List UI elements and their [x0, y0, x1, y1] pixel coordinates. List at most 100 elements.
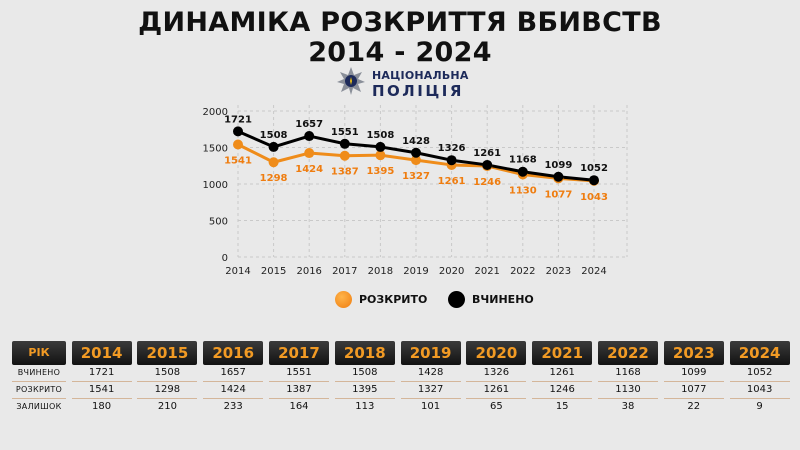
- y-tick-label: 500: [209, 217, 228, 228]
- table-cell: 1428: [400, 365, 461, 382]
- data-point-0: [446, 155, 457, 166]
- data-point-1: [375, 150, 386, 161]
- table-year-header: 2016: [203, 341, 264, 365]
- y-tick-label: 1000: [203, 180, 228, 191]
- table-year-column: 2014 1721 1541 180: [71, 341, 132, 413]
- table-year-header: 2017: [269, 341, 329, 365]
- table-cell: 1298: [137, 382, 198, 399]
- data-label-committed: 1099: [544, 160, 572, 171]
- table-cell: 210: [157, 401, 177, 412]
- data-point-0: [482, 159, 493, 170]
- data-label-committed: 1551: [331, 127, 359, 138]
- data-label-solved: 1077: [544, 189, 572, 200]
- table-cell: 1326: [466, 365, 527, 382]
- table-year-header: 2015: [137, 341, 198, 365]
- x-tick-label: 2016: [296, 266, 321, 277]
- table-cell: 1721: [71, 365, 132, 382]
- data-point-1: [304, 148, 315, 159]
- table-cell: 9: [756, 401, 763, 412]
- police-logo: НАЦІОНАЛЬНА ПОЛІЦІЯ: [336, 66, 469, 100]
- x-tick-label: 2020: [439, 266, 464, 277]
- table-header-label: РІК: [12, 341, 66, 365]
- data-label-committed: 1326: [438, 143, 466, 154]
- data-table: РІК ВЧИНЕНО РОЗКРИТО ЗАЛИШОК 2014 1721 1541 180…: [12, 341, 792, 413]
- logo-line1: НАЦІОНАЛЬНА: [372, 69, 469, 82]
- data-point-0: [233, 126, 243, 137]
- data-point-0: [411, 147, 421, 158]
- data-label-solved: 1298: [260, 173, 288, 184]
- table-cell: 1261: [466, 382, 527, 399]
- table-cell: 1395: [334, 382, 395, 399]
- y-tick-label: 2000: [203, 107, 228, 118]
- data-point-0: [268, 141, 279, 152]
- table-year-column: 2015 1508 1298 210: [137, 341, 198, 413]
- x-tick-label: 2017: [332, 266, 357, 277]
- table-cell: 1052: [729, 365, 790, 382]
- table-year-column: 2021 1261 1246 15: [532, 341, 593, 413]
- logo-line2: ПОЛІЦІЯ: [372, 82, 464, 100]
- table-year-header: 2020: [466, 341, 527, 365]
- line-chart: 0 500 1000 1500 2000 2014 2015 2016 2017 2018 2019…: [203, 105, 628, 277]
- data-point-1: [339, 150, 350, 161]
- data-label-solved: 1327: [402, 171, 430, 182]
- table-year-column: 2022 1168 1130 38: [598, 341, 658, 413]
- table-cell: 1099: [663, 365, 724, 382]
- data-label-committed: 1168: [509, 155, 537, 166]
- table-year-header: 2014: [71, 341, 132, 365]
- table-cell: 15: [555, 401, 569, 412]
- legend-label-committed: ВЧИНЕНО: [472, 293, 534, 306]
- page-subtitle: 2014 - 2024: [308, 37, 492, 68]
- data-point-0: [553, 171, 564, 182]
- table-cell: 1261: [532, 365, 593, 382]
- table-cell: 1508: [334, 365, 395, 382]
- data-label-committed: 1428: [402, 136, 430, 147]
- table-cell: 180: [92, 401, 112, 412]
- data-label-committed: 1508: [260, 130, 288, 141]
- table-year-column: 2016 1657 1424 233: [203, 341, 264, 413]
- table-year-header: 2023: [663, 341, 724, 365]
- legend-marker-solved: [335, 291, 352, 308]
- data-point-0: [517, 166, 528, 177]
- table-cell: 1541: [71, 382, 132, 399]
- x-tick-label: 2018: [368, 266, 393, 277]
- table-year-header: 2024: [729, 341, 790, 365]
- table-cell: 1551: [269, 365, 329, 382]
- table-year-header: 2022: [598, 341, 658, 365]
- table-cell: 1043: [729, 382, 790, 399]
- data-point-0: [304, 131, 315, 142]
- table-cell: 65: [490, 401, 503, 412]
- table-cell: 1657: [203, 365, 264, 382]
- table-row-label: ВЧИНЕНО: [12, 365, 66, 382]
- x-tick-label: 2022: [510, 266, 535, 277]
- table-cell: 113: [355, 401, 375, 412]
- x-tick-label: 2024: [581, 266, 606, 277]
- table-cell: 233: [223, 401, 243, 412]
- data-label-committed: 1261: [473, 148, 501, 159]
- data-label-solved: 1261: [438, 176, 466, 187]
- table-cell: 1327: [400, 382, 461, 399]
- data-label-committed: 1508: [366, 130, 394, 141]
- data-point-1: [233, 139, 243, 150]
- table-row-label: РОЗКРИТО: [12, 382, 66, 399]
- table-year-column: 2017 1551 1387 164: [269, 341, 329, 413]
- table-cell: 1508: [137, 365, 198, 382]
- data-point-1: [411, 155, 421, 166]
- data-label-solved: 1246: [473, 177, 501, 188]
- table-cell: 1077: [663, 382, 724, 399]
- table-cell: 101: [421, 401, 441, 412]
- data-point-0: [375, 141, 386, 152]
- table-year-header: 2018: [334, 341, 395, 365]
- table-cell: 1246: [532, 382, 593, 399]
- data-label-committed: 1657: [295, 119, 323, 130]
- data-label-solved: 1541: [224, 156, 252, 167]
- table-row-label: ЗАЛИШОК: [16, 402, 62, 411]
- data-label-committed: 1721: [224, 114, 252, 125]
- table-year-column: 2020 1326 1261 65: [466, 341, 527, 413]
- x-tick-label: 2023: [546, 266, 571, 277]
- data-label-committed: 1052: [580, 163, 608, 174]
- table-cell: 1424: [203, 382, 264, 399]
- page-title: ДИНАМІКА РОЗКРИТТЯ ВБИВСТВ: [138, 7, 662, 38]
- x-tick-label: 2014: [225, 266, 250, 277]
- table-year-header: 2019: [400, 341, 461, 365]
- legend-marker-committed: [448, 291, 465, 308]
